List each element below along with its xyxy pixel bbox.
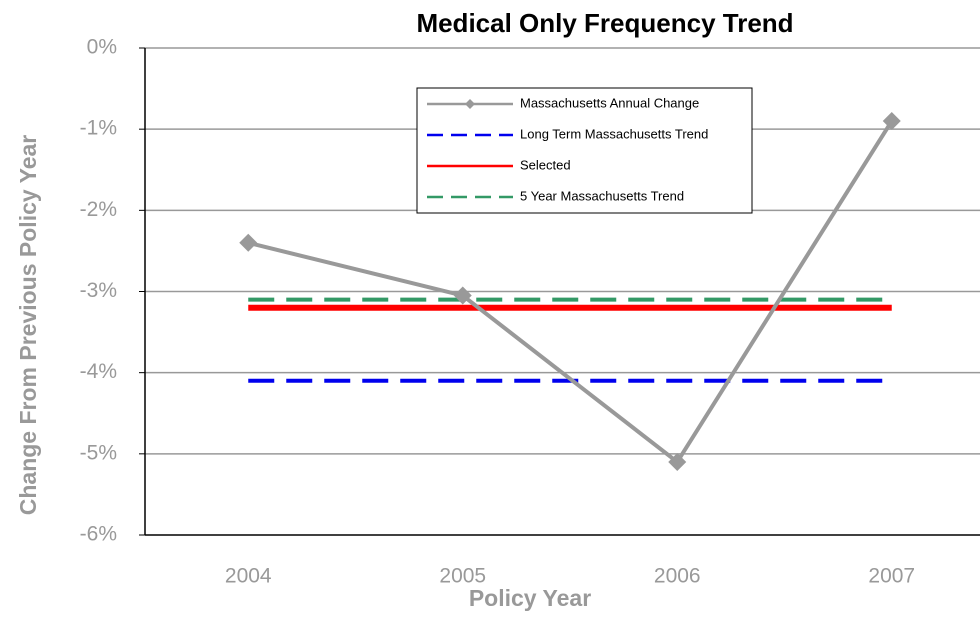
- series-line: [247, 119, 894, 465]
- legend-marker: [465, 99, 475, 109]
- legend-label: Massachusetts Annual Change: [520, 95, 699, 110]
- legend-box: [416, 87, 753, 214]
- x-tick-label: 2007: [868, 565, 915, 588]
- marker: [882, 112, 901, 131]
- marker: [239, 233, 258, 252]
- x-tick-label: 2006: [654, 565, 701, 588]
- chart-title: Medical Only Frequency Trend: [416, 8, 793, 38]
- legend-label: 5 Year Massachusetts Trend: [520, 188, 684, 203]
- legend-label: Selected: [520, 157, 571, 172]
- marker: [668, 452, 687, 471]
- y-tick-label: 0%: [87, 36, 117, 59]
- marker: [453, 286, 472, 305]
- y-tick-label: -3%: [80, 279, 117, 302]
- y-tick-label: -6%: [80, 523, 117, 546]
- y-tick-label: -2%: [80, 198, 117, 221]
- x-axis-title: Policy Year: [469, 585, 591, 611]
- x-tick-label: 2005: [439, 565, 486, 588]
- y-tick-label: -4%: [80, 360, 117, 383]
- legend: Massachusetts Annual Change Long Term Mas…: [416, 87, 753, 214]
- legend-label: Long Term Massachusetts Trend: [520, 126, 708, 141]
- x-tick-label: 2004: [225, 565, 272, 588]
- y-axis-title: Change From Previous Policy Year: [15, 135, 41, 516]
- y-tick-label: -1%: [80, 117, 117, 140]
- y-tick-label: -5%: [80, 441, 117, 464]
